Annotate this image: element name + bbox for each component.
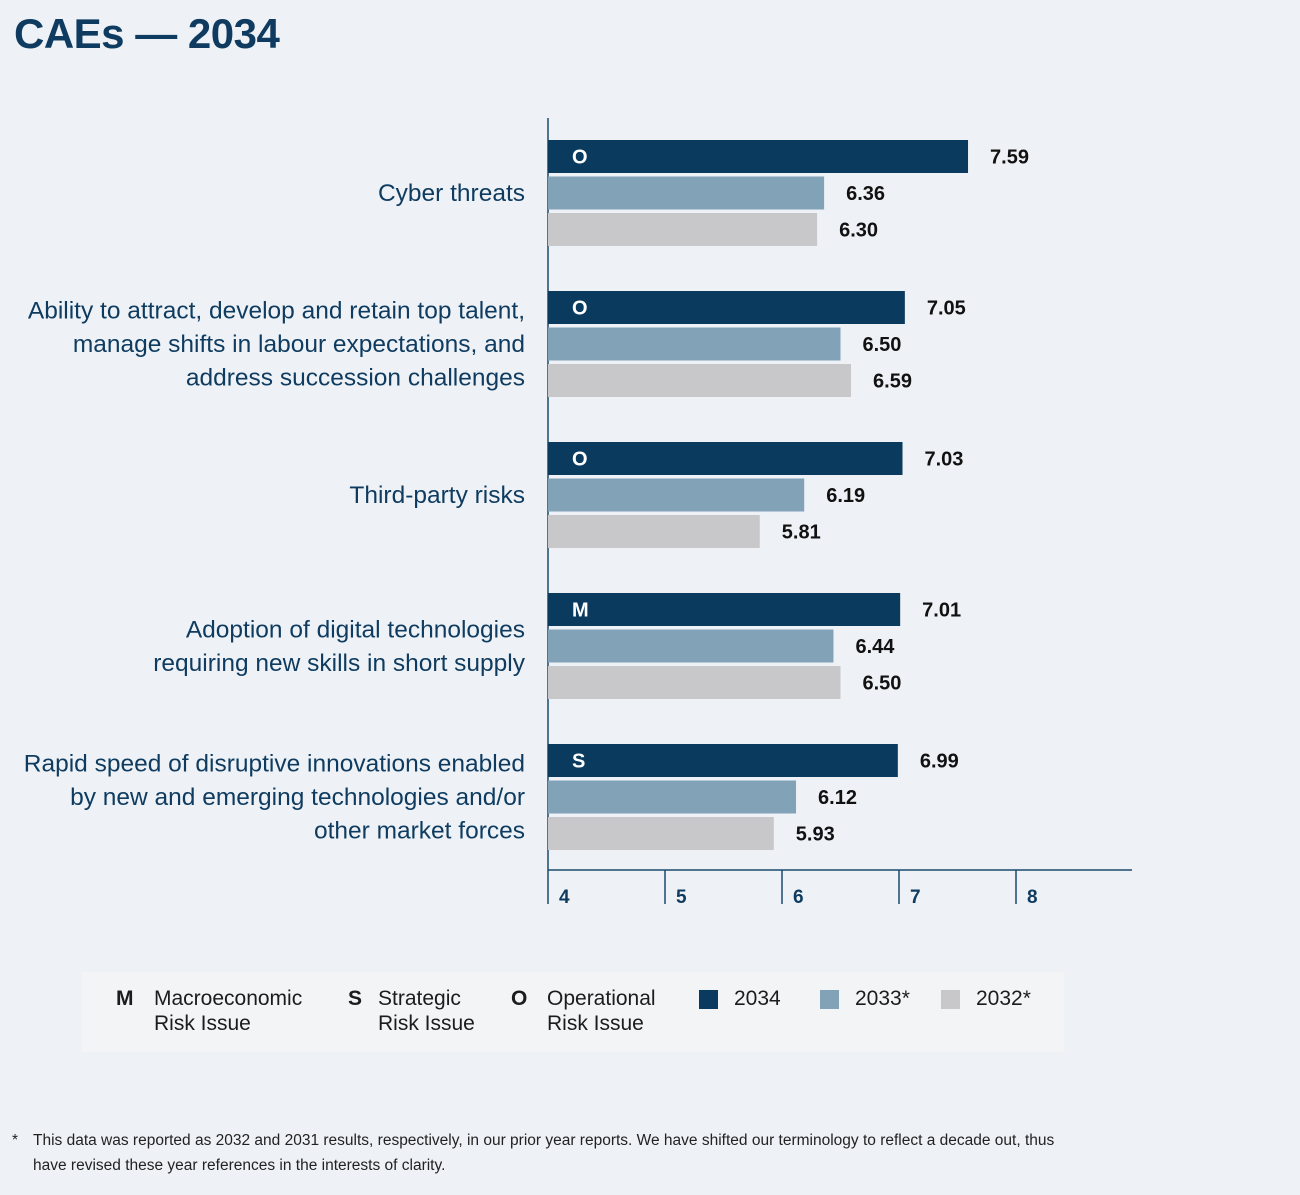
value-label-2033: 6.12	[818, 787, 857, 809]
bar-2032	[548, 213, 818, 246]
legend-item-2034: 2034	[699, 986, 781, 1011]
legend-item-2033: 2033*	[820, 986, 910, 1011]
bar-2033	[548, 478, 805, 512]
legend-label-line1: Macroeconomic	[154, 987, 303, 1010]
footnote-text: This data was reported as 2032 and 2031 …	[33, 1132, 1055, 1174]
legend-label-line1: Operational	[547, 987, 656, 1010]
legend-label-line2: Risk Issue	[378, 1012, 475, 1035]
bar-2032	[548, 817, 774, 850]
bar-chart: 4 5 6 7 8 7.59 6.36 6.30 O Cyber threats 7.05 6.50 6…	[24, 118, 1132, 908]
legend-swatch-2033	[820, 990, 839, 1009]
legend-item-macroeconomic: M Macroeconomic Risk Issue	[82, 986, 302, 1036]
bar-2034	[548, 442, 903, 475]
category-label: Cyber threats	[378, 180, 525, 207]
value-label-2033: 6.44	[855, 636, 895, 658]
value-label-2032: 6.50	[863, 673, 902, 695]
legend-label-line2: Risk Issue	[154, 1012, 251, 1035]
category-label: address succession challenges	[186, 365, 525, 392]
value-label-2032: 6.30	[839, 220, 878, 242]
legend-swatch-2032	[941, 990, 960, 1009]
value-label-2033: 6.50	[863, 334, 902, 356]
risk-type-letter: S	[572, 751, 585, 773]
x-tick-label: 4	[559, 887, 570, 908]
risk-type-letter: M	[572, 600, 589, 622]
bar-2033	[548, 327, 841, 361]
category-label: other market forces	[314, 818, 525, 845]
legend-label-line1: Strategic	[378, 987, 461, 1010]
category-label: by new and emerging technologies and/or	[70, 784, 525, 811]
footnote: * This data was reported as 2032 and 203…	[12, 1128, 1092, 1178]
category-label: Third-party risks	[349, 482, 525, 509]
bar-2033	[548, 629, 834, 663]
risk-type-letter: O	[572, 147, 588, 169]
legend-letter-s: S	[348, 987, 363, 1010]
legend-swatch-2034	[699, 990, 718, 1009]
value-label-2034: 7.05	[927, 298, 966, 320]
legend-label-line2: Risk Issue	[547, 1012, 644, 1035]
category-label: requiring new skills in short supply	[153, 650, 525, 677]
legend-label-2033: 2033*	[855, 987, 910, 1010]
bar-2032	[548, 666, 841, 699]
legend-letter-m: M	[116, 987, 134, 1010]
value-label-2034: 7.03	[925, 449, 964, 471]
legend-item-operational: O Operational Risk Issue	[477, 986, 656, 1036]
footnote-mark: *	[12, 1132, 19, 1149]
legend-item-2032: 2032*	[941, 986, 1031, 1011]
x-tick-label: 7	[910, 887, 921, 908]
risk-type-letter: O	[572, 449, 588, 471]
category-label: Rapid speed of disruptive innovations en…	[24, 751, 525, 778]
bar-2032	[548, 364, 852, 397]
legend-letter-o: O	[511, 987, 528, 1010]
bar-2034	[548, 291, 905, 324]
legend-item-strategic: S Strategic Risk Issue	[314, 986, 475, 1036]
legend-label-2032: 2032*	[976, 987, 1031, 1010]
value-label-2034: 7.01	[922, 600, 961, 622]
value-label-2033: 6.36	[846, 183, 885, 205]
x-tick-label: 5	[676, 887, 687, 908]
value-label-2032: 5.81	[782, 522, 821, 544]
page-title: CAEs — 2034	[14, 10, 280, 57]
value-label-2034: 7.59	[990, 147, 1029, 169]
value-label-2032: 6.59	[873, 371, 912, 393]
bar-2033	[548, 176, 825, 210]
value-label-2033: 6.19	[826, 485, 865, 507]
legend: M Macroeconomic Risk Issue S Strategic R…	[82, 972, 1064, 1052]
x-tick-label: 6	[793, 887, 804, 908]
category-label: Adoption of digital technologies	[186, 616, 525, 643]
value-label-2034: 6.99	[920, 751, 959, 773]
category-label: manage shifts in labour expectations, an…	[73, 331, 525, 358]
bar-2034	[548, 593, 901, 626]
category-label: Ability to attract, develop and retain t…	[28, 298, 525, 325]
risk-type-letter: O	[572, 298, 588, 320]
bar-2032	[548, 515, 760, 548]
x-tick-label: 8	[1027, 887, 1038, 908]
bar-2034	[548, 140, 969, 173]
legend-label-2034: 2034	[734, 987, 781, 1010]
value-label-2032: 5.93	[796, 824, 835, 846]
bar-2033	[548, 780, 797, 814]
bar-2034	[548, 744, 898, 777]
